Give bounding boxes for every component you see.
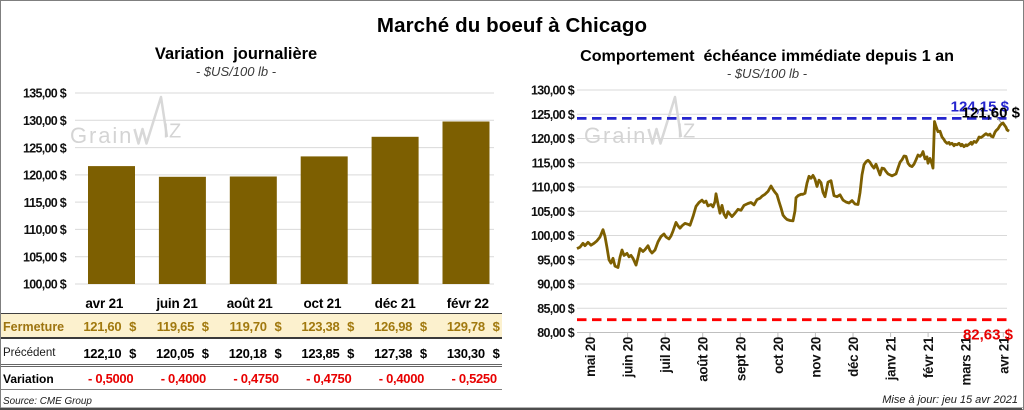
svg-text:120,00 $: 120,00 $ — [23, 169, 67, 183]
svg-text:105,00 $: 105,00 $ — [531, 205, 575, 219]
svg-text:125,00 $: 125,00 $ — [531, 108, 575, 122]
svg-text:115,00 $: 115,00 $ — [532, 156, 575, 170]
svg-text:nov 20: nov 20 — [808, 337, 823, 378]
svg-text:125,00 $: 125,00 $ — [23, 141, 67, 155]
svg-text:110,00 $: 110,00 $ — [532, 181, 575, 195]
svg-text:août 20: août 20 — [696, 337, 711, 382]
svg-text:115,00 $: 115,00 $ — [24, 196, 67, 210]
svg-text:sept 20: sept 20 — [733, 337, 748, 381]
svg-text:120,00 $: 120,00 $ — [531, 132, 575, 146]
svg-text:121,60 $: 121,60 $ — [962, 105, 1021, 122]
svg-text:90,00 $: 90,00 $ — [537, 278, 575, 292]
svg-text:Grain: Grain — [70, 123, 133, 148]
svg-text:110,00 $: 110,00 $ — [24, 223, 67, 237]
svg-text:85,00 $: 85,00 $ — [537, 302, 575, 316]
svg-text:130,00 $: 130,00 $ — [531, 84, 575, 98]
svg-text:mars 21: mars 21 — [959, 336, 974, 385]
svg-text:124,15 $: 124,15 $ — [951, 99, 1010, 116]
svg-text:juin 20: juin 20 — [621, 337, 636, 378]
svg-text:IZ: IZ — [677, 121, 696, 143]
svg-text:déc 20: déc 20 — [846, 337, 861, 377]
svg-text:févr 21: févr 21 — [921, 336, 936, 378]
svg-text:135,00 $: 135,00 $ — [23, 87, 67, 101]
svg-text:105,00 $: 105,00 $ — [23, 250, 67, 264]
svg-text:IZ: IZ — [163, 121, 182, 143]
svg-text:80,00 $: 80,00 $ — [537, 326, 575, 340]
svg-text:100,00 $: 100,00 $ — [531, 229, 575, 243]
svg-text:82,63 $: 82,63 $ — [963, 327, 1014, 344]
svg-text:95,00 $: 95,00 $ — [537, 253, 575, 267]
svg-text:mai 20: mai 20 — [583, 337, 598, 377]
svg-text:oct 20: oct 20 — [771, 337, 786, 374]
svg-text:100,00 $: 100,00 $ — [23, 278, 67, 292]
svg-text:avr 21: avr 21 — [996, 336, 1011, 374]
svg-text:janv 21: janv 21 — [884, 336, 899, 381]
svg-text:Grain: Grain — [584, 123, 647, 148]
svg-text:130,00 $: 130,00 $ — [23, 114, 67, 128]
svg-text:juil 20: juil 20 — [658, 337, 673, 374]
